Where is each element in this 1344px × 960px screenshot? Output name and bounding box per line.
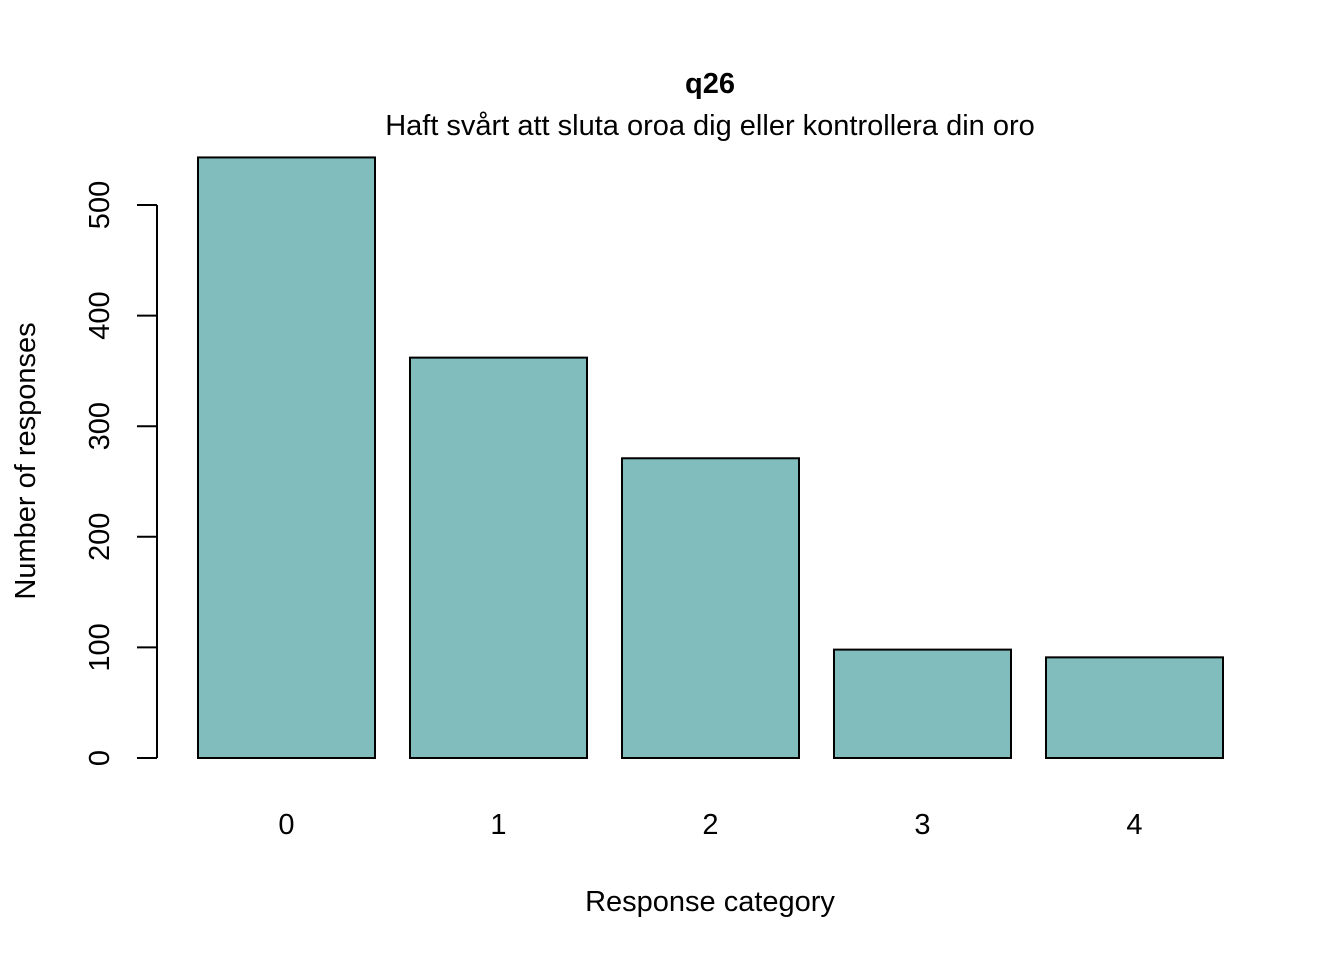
- bar-3: [833, 648, 1012, 759]
- y-axis: 0 100 200 300 400 500: [84, 181, 158, 766]
- x-tick-label-2: 2: [702, 809, 718, 841]
- x-tick-label-3: 3: [914, 809, 930, 841]
- bar-0: [197, 156, 376, 759]
- y-tick-label-100: 100: [84, 623, 116, 671]
- y-tick-label-500: 500: [84, 181, 116, 229]
- chart-title: q26: [685, 68, 735, 100]
- y-tick-label-400: 400: [84, 291, 116, 339]
- x-axis-label: Response category: [585, 886, 835, 918]
- chart-subtitle: Haft svårt att sluta oroa dig eller kont…: [385, 110, 1035, 142]
- y-tick-label-200: 200: [84, 513, 116, 561]
- bar-4: [1045, 656, 1224, 759]
- bar-1: [409, 356, 588, 759]
- x-tick-label-4: 4: [1126, 809, 1142, 841]
- y-tick-label-0: 0: [84, 750, 116, 766]
- x-tick-label-0: 0: [278, 809, 294, 841]
- bar-2: [621, 457, 800, 759]
- x-tick-labels: 0 1 2 3 4: [278, 809, 1142, 841]
- x-tick-label-1: 1: [490, 809, 506, 841]
- bars-group: [197, 156, 1224, 759]
- y-tick-label-300: 300: [84, 402, 116, 450]
- y-axis-label: Number of responses: [10, 322, 42, 599]
